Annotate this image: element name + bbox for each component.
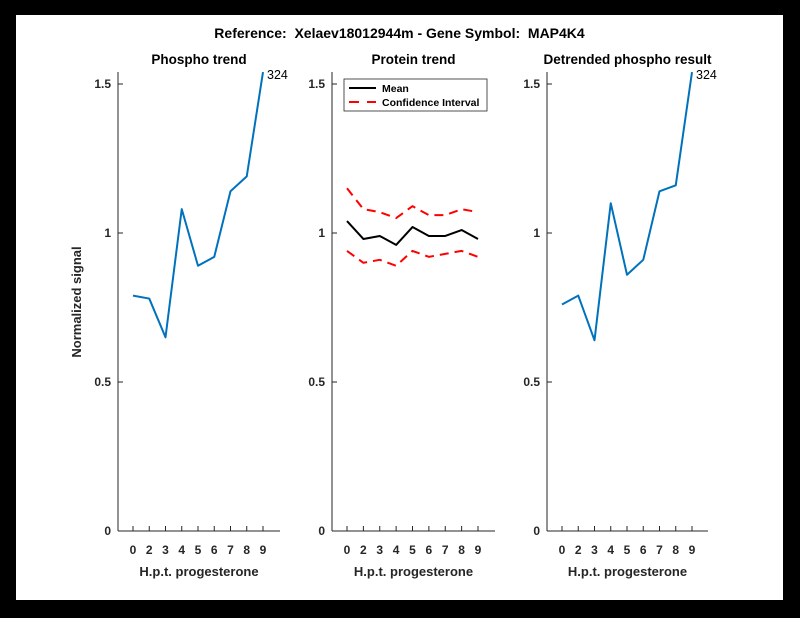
x-tick-label: 3 (591, 543, 598, 557)
x-axis-label-protein: H.p.t. progesterone (354, 564, 473, 579)
x-tick-label: 8 (458, 543, 465, 557)
y-tick-label: 0 (533, 524, 540, 538)
x-tick-label: 9 (260, 543, 267, 557)
y-tick-label: 0 (104, 524, 111, 538)
x-tick-label: 4 (178, 543, 185, 557)
x-tick-label: 7 (442, 543, 449, 557)
x-tick-label: 6 (640, 543, 647, 557)
subplot-title-detrended: Detrended phospho result (543, 52, 712, 67)
y-tick-label: 0.5 (94, 375, 111, 389)
y-tick-label: 0 (318, 524, 325, 538)
x-axis-label-detrended: H.p.t. progesterone (568, 564, 687, 579)
x-tick-label: 2 (575, 543, 582, 557)
x-axis-label-phospho: H.p.t. progesterone (139, 564, 258, 579)
x-tick-label: 5 (624, 543, 631, 557)
x-tick-label: 5 (409, 543, 416, 557)
y-axis-label: Normalized signal (69, 246, 84, 357)
x-tick-label: 7 (656, 543, 663, 557)
subplot-protein-trend: 0 2 3 4 5 6 7 8 900.511.5 (308, 72, 495, 557)
subplot-detrended-phospho-result: 0 2 3 4 5 6 7 8 900.511.5 (523, 71, 708, 557)
x-tick-label: 0 (344, 543, 351, 557)
legend-label-mean: Mean (382, 83, 409, 95)
x-tick-label: 5 (195, 543, 202, 557)
x-tick-label: 0 (130, 543, 137, 557)
x-tick-label: 4 (393, 543, 400, 557)
x-tick-label: 3 (162, 543, 169, 557)
subplot-title-protein: Protein trend (371, 52, 455, 67)
series-confidence-interval-upper (346, 187, 479, 220)
y-tick-label: 1.5 (308, 77, 325, 91)
legend: Mean Confidence Interval (343, 78, 488, 112)
endpoint-label-phospho: 324 (267, 68, 288, 82)
y-tick-label: 1.5 (94, 77, 111, 91)
y-tick-label: 1 (318, 226, 325, 240)
x-tick-label: 6 (211, 543, 218, 557)
series-detrended-phospho-signal (561, 71, 693, 342)
figure-title: Reference: Xelaev18012944m - Gene Symbol… (214, 25, 585, 41)
x-tick-label: 8 (243, 543, 250, 557)
x-tick-label: 3 (376, 543, 383, 557)
x-tick-label: 6 (426, 543, 433, 557)
x-tick-label: 9 (475, 543, 482, 557)
legend-box (343, 78, 488, 112)
y-tick-label: 0.5 (523, 375, 540, 389)
y-tick-label: 0.5 (308, 375, 325, 389)
y-tick-label: 1 (104, 226, 111, 240)
x-tick-label: 2 (146, 543, 153, 557)
x-tick-label: 2 (360, 543, 367, 557)
x-tick-label: 7 (227, 543, 234, 557)
x-tick-label: 4 (607, 543, 614, 557)
x-tick-label: 9 (689, 543, 696, 557)
figure-area: Reference: Xelaev18012944m - Gene Symbol… (16, 15, 783, 600)
y-tick-label: 1 (533, 226, 540, 240)
series-phospho-signal (132, 71, 264, 339)
x-tick-label: 0 (559, 543, 566, 557)
series-mean (346, 220, 479, 246)
subplot-title-phospho: Phospho trend (151, 52, 246, 67)
y-tick-label: 1.5 (523, 77, 540, 91)
subplot-phospho-trend: 0 2 3 4 5 6 7 8 900.511.5 (94, 71, 280, 557)
series-confidence-interval-lower (346, 249, 479, 267)
x-tick-label: 8 (672, 543, 679, 557)
legend-label-ci: Confidence Interval (382, 97, 480, 109)
endpoint-label-detrended: 324 (696, 68, 717, 82)
